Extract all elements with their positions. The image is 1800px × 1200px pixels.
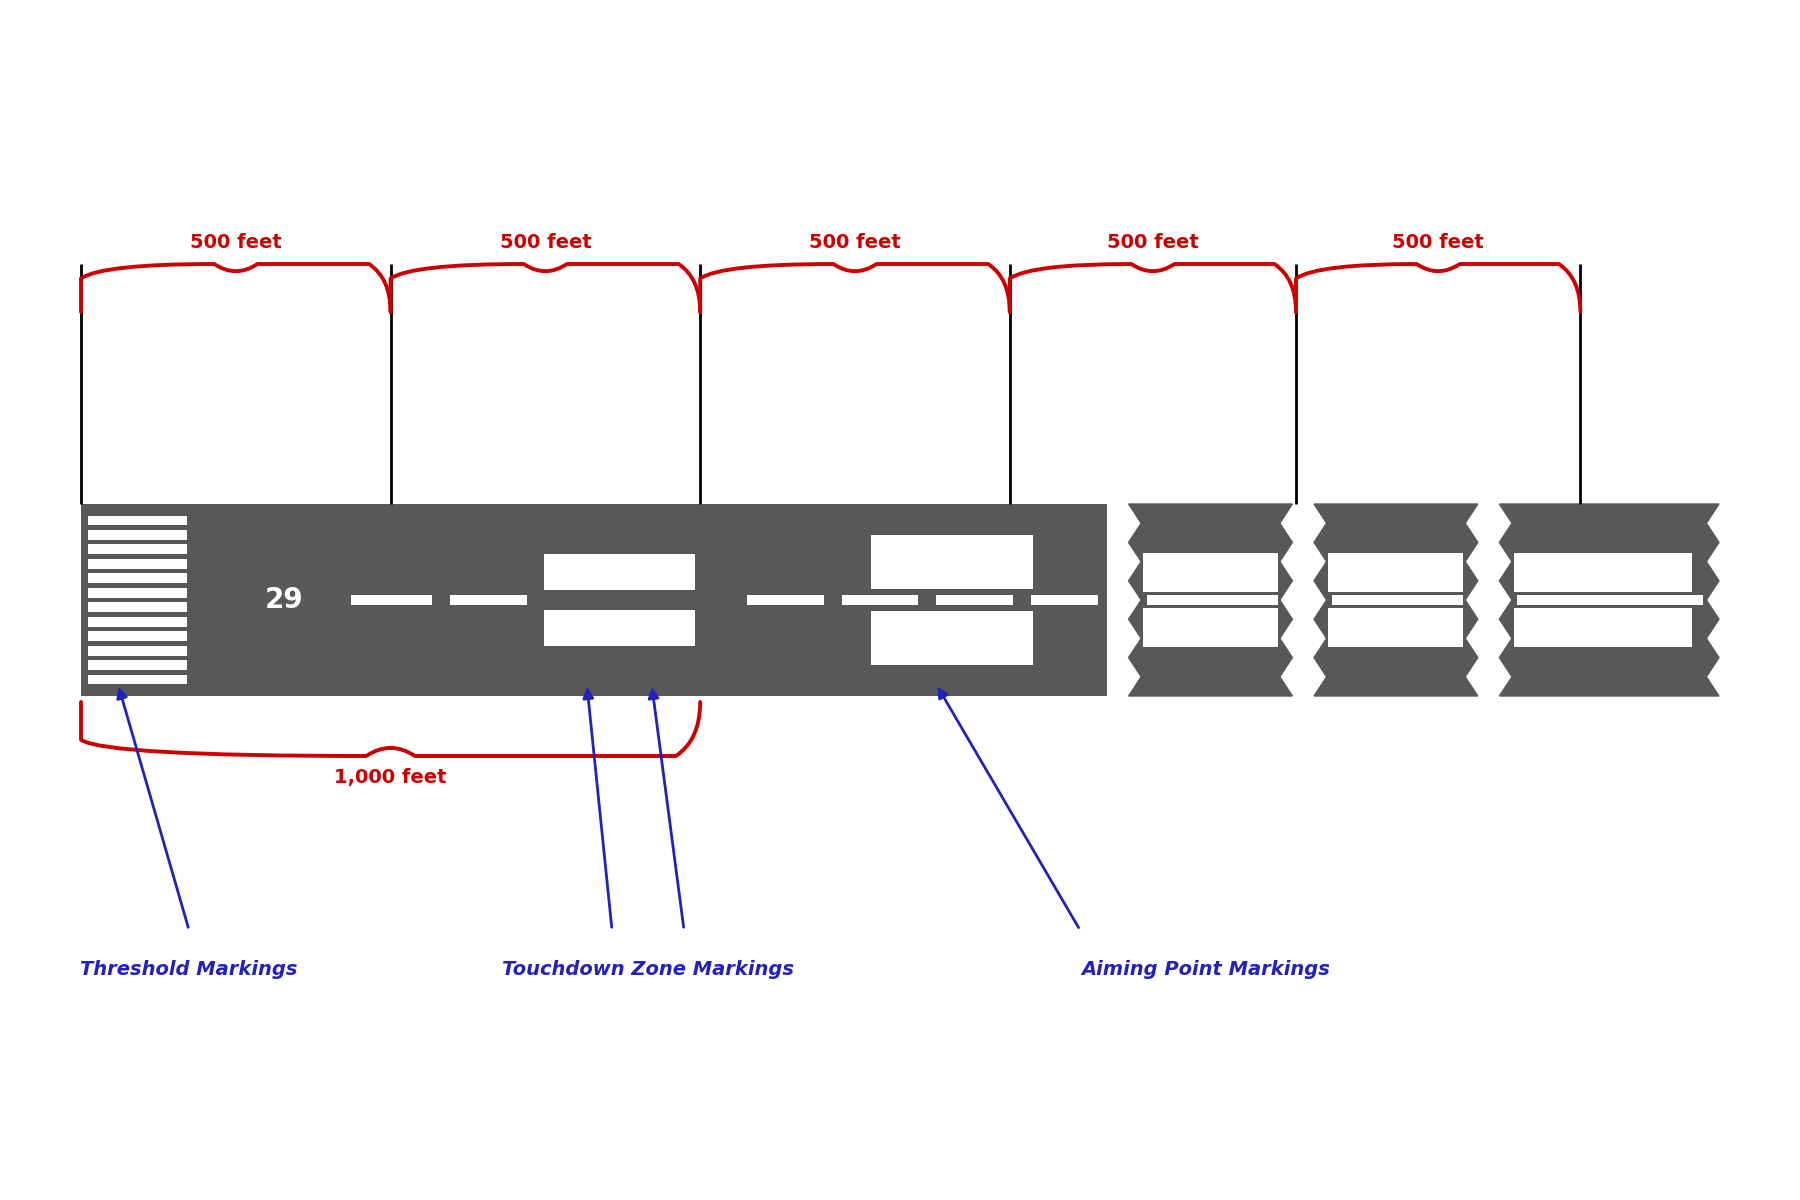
Bar	[88, 588, 187, 598]
Bar	[1031, 595, 1098, 605]
Bar	[88, 530, 187, 540]
Bar	[1147, 595, 1278, 605]
Text: Aiming Point Markings: Aiming Point Markings	[1082, 960, 1330, 979]
Bar	[1143, 553, 1278, 592]
Bar	[1514, 553, 1692, 592]
Bar	[576, 554, 662, 590]
Text: 500 feet: 500 feet	[191, 233, 281, 252]
Bar	[608, 610, 695, 646]
Text: 500 feet: 500 feet	[810, 233, 900, 252]
Bar	[1514, 608, 1692, 647]
Bar	[544, 554, 630, 590]
Bar	[88, 559, 187, 569]
Bar	[88, 631, 187, 641]
Bar	[88, 660, 187, 670]
Bar	[88, 674, 187, 684]
Text: Threshold Markings: Threshold Markings	[81, 960, 297, 979]
Bar	[1143, 608, 1278, 647]
Text: 1,000 feet: 1,000 feet	[335, 768, 446, 787]
Text: 29: 29	[265, 586, 304, 614]
Bar	[88, 574, 187, 583]
Text: 500 feet: 500 feet	[500, 233, 590, 252]
Polygon shape	[1314, 504, 1478, 696]
Bar	[1332, 595, 1463, 605]
Polygon shape	[1129, 504, 1292, 696]
Bar	[871, 611, 1033, 665]
Bar	[88, 617, 187, 626]
Text: Touchdown Zone Markings: Touchdown Zone Markings	[502, 960, 794, 979]
Bar	[544, 610, 630, 646]
Bar	[88, 545, 187, 554]
Bar	[871, 535, 1033, 589]
Bar	[842, 595, 918, 605]
Bar	[450, 595, 527, 605]
Bar	[747, 595, 824, 605]
Bar	[1328, 553, 1463, 592]
Bar	[576, 610, 662, 646]
Text: 500 feet: 500 feet	[1393, 233, 1483, 252]
Bar	[936, 595, 1013, 605]
Bar	[88, 602, 187, 612]
Polygon shape	[1499, 504, 1719, 696]
Bar	[1517, 595, 1703, 605]
Text: 500 feet: 500 feet	[1107, 233, 1199, 252]
Bar	[351, 595, 432, 605]
Bar	[608, 554, 695, 590]
Bar	[81, 504, 1107, 696]
Bar	[1328, 608, 1463, 647]
Bar	[88, 646, 187, 655]
Bar	[88, 516, 187, 526]
